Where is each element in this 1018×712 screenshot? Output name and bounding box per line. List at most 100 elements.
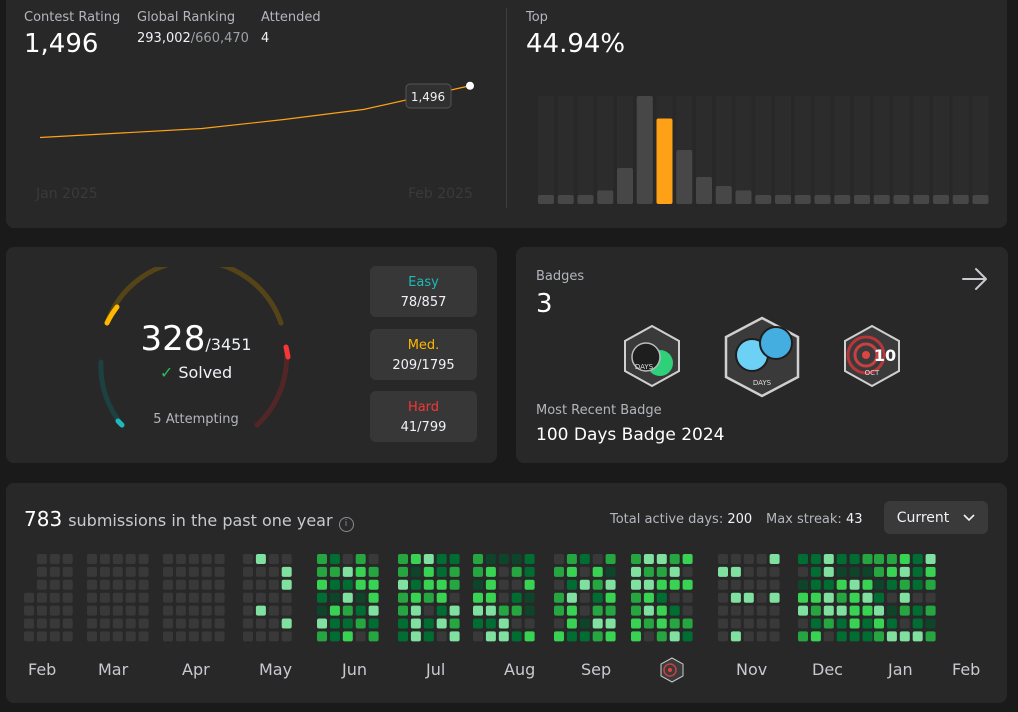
heatmap-day-cell (436, 631, 447, 642)
heatmap-day-cell (449, 631, 460, 642)
heatmap-day-cell (175, 554, 186, 564)
heatmap-day-cell (511, 579, 522, 590)
heatmap-day-cell (243, 618, 253, 629)
heatmap-day-cell (886, 579, 897, 590)
heatmap-day-cell (342, 554, 353, 564)
heatmap-day-cell (912, 579, 923, 590)
histogram-bar (952, 195, 969, 204)
heatmap-day-cell (317, 605, 327, 616)
heatmap-day-cell (769, 566, 780, 577)
heatmap-day-cell (485, 631, 496, 642)
badge-oct-icon[interactable]: 10 OCT (840, 323, 904, 389)
heatmap-day-cell (730, 566, 741, 577)
check-icon: ✓ (159, 363, 174, 382)
heatmap-day-cell (355, 631, 366, 642)
badge-100-days-icon[interactable]: DAYS (722, 315, 802, 399)
oct-badge-marker-icon[interactable] (660, 657, 684, 683)
heatmap-day-cell (823, 579, 834, 590)
easy-stat-box[interactable]: Easy 78/857 (370, 266, 477, 317)
heatmap-day-cell (281, 631, 292, 642)
month-label: Mar (98, 660, 129, 679)
heatmap-day-cell (112, 579, 123, 590)
heatmap-day-cell (281, 592, 292, 603)
heatmap-day-cell (36, 605, 47, 616)
heatmap-day-cell (682, 631, 693, 642)
badge-50-days-icon[interactable]: DAYS (620, 323, 684, 389)
rating-line-chart[interactable]: Jan 2025 Feb 2025 1,496 (24, 60, 494, 205)
heatmap-day-cell (656, 579, 667, 590)
heatmap-day-cell (743, 618, 754, 629)
month-label: Feb (952, 660, 981, 679)
heatmap-day-cell (925, 618, 936, 629)
heatmap-day-cell (436, 579, 447, 590)
heatmap-day-cell (485, 579, 496, 590)
heatmap-day-cell (810, 554, 821, 564)
submissions-count: 783 (24, 507, 63, 531)
heatmap-day-cell (810, 631, 821, 642)
heatmap-day-cell (631, 554, 641, 564)
heatmap-day-cell (769, 554, 780, 564)
rating-distribution-histogram[interactable] (526, 60, 996, 210)
histogram-bar (735, 190, 752, 204)
dropdown-value: Current (896, 509, 950, 526)
max-streak-label: Max streak: (766, 512, 842, 527)
heatmap-day-cell (317, 566, 327, 577)
heatmap-day-cell (756, 592, 767, 603)
heatmap-day-cell (756, 554, 767, 564)
heatmap-day-cell (925, 592, 936, 603)
rating-line (39, 85, 471, 139)
heatmap-day-cell (243, 592, 253, 603)
histogram-bg-column (597, 96, 614, 204)
rating-tooltip: 1,496 (405, 83, 452, 109)
heatmap-day-cell (329, 605, 340, 616)
heatmap-day-cell (268, 618, 279, 629)
histogram-bar (715, 186, 732, 204)
heatmap-day-cell (485, 605, 496, 616)
heatmap-day-cell (138, 605, 149, 616)
hard-stat-box[interactable]: Hard 41/799 (370, 391, 477, 442)
hard-value: 41/799 (400, 420, 447, 435)
heatmap-day-cell (24, 605, 34, 616)
heatmap-day-cell (730, 618, 741, 629)
heatmap-day-cell (473, 631, 483, 642)
heatmap-day-cell (730, 592, 741, 603)
heatmap-day-cell (423, 566, 434, 577)
contest-rating-card: Contest Rating 1,496 Global Ranking 293,… (6, 0, 1007, 228)
heatmap-day-cell (836, 554, 847, 564)
heatmap-day-cell (498, 554, 509, 564)
info-icon[interactable]: i (338, 517, 354, 532)
heatmap-day-cell (201, 631, 212, 642)
heatmap-day-cell (112, 618, 123, 629)
histogram-bar (577, 195, 594, 204)
heatmap-day-cell (566, 554, 577, 564)
heatmap-day-cell (718, 605, 728, 616)
arrow-right-icon[interactable] (960, 265, 990, 297)
heatmap-day-cell (99, 566, 110, 577)
heatmap-day-cell (268, 631, 279, 642)
heatmap-day-cell (862, 631, 873, 642)
heatmap-day-cell (912, 592, 923, 603)
medium-stat-box[interactable]: Med. 209/1795 (370, 329, 477, 380)
year-select-dropdown[interactable]: Current (884, 501, 988, 534)
heatmap-day-cell (899, 592, 910, 603)
heatmap-day-cell (579, 579, 590, 590)
attended-block: Attended 4 (261, 10, 321, 46)
heatmap-day-cell (138, 554, 149, 564)
heatmap-day-cell (329, 592, 340, 603)
heatmap-day-cell (718, 618, 728, 629)
heatmap-day-cell (810, 579, 821, 590)
heatmap-day-cell (836, 618, 847, 629)
heatmap-day-cell (810, 618, 821, 629)
heatmap-day-cell (925, 566, 936, 577)
heatmap-day-cell (798, 592, 808, 603)
heatmap-day-cell (317, 579, 327, 590)
submission-heatmap[interactable] (6, 483, 1007, 703)
heatmap-day-cell (810, 592, 821, 603)
heatmap-day-cell (682, 579, 693, 590)
contest-rating-value: 1,496 (24, 29, 99, 59)
heatmap-day-cell (329, 618, 340, 629)
heatmap-day-cell (125, 605, 136, 616)
heatmap-day-cell (342, 592, 353, 603)
heatmap-day-cell (718, 631, 728, 642)
heatmap-day-cell (188, 566, 199, 577)
